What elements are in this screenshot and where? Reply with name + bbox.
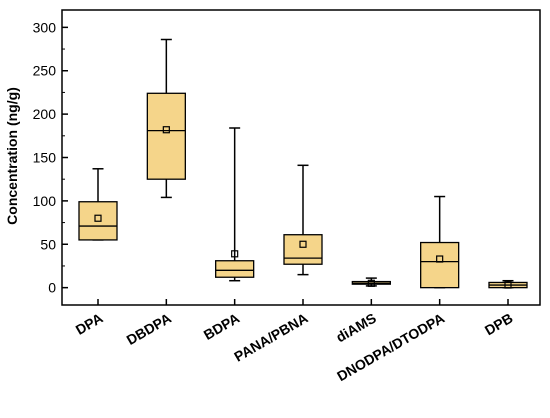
box-dbdpa <box>146 38 186 199</box>
y-tick-label: 250 <box>33 63 57 79</box>
mean-marker <box>231 250 239 258</box>
y-axis-title: Concentration (ng/g) <box>4 87 20 225</box>
box-bdpa <box>215 127 255 282</box>
mean-marker <box>94 214 102 222</box>
box-dpb <box>488 279 528 289</box>
y-tick-label: 200 <box>33 106 57 122</box>
y-tick-label: 300 <box>33 19 57 35</box>
iqr-box <box>146 92 186 180</box>
x-category-label: PANA/PBNA <box>231 310 310 365</box>
x-category-label: DPA <box>73 310 106 338</box>
x-category-label: diAMS <box>333 310 379 346</box>
mean-marker <box>367 279 375 287</box>
iqr-box <box>283 234 323 265</box>
boxes <box>78 38 528 289</box>
x-category-label: BDPA <box>201 310 242 343</box>
mean-marker <box>504 281 512 289</box>
y-tick-label: 100 <box>33 193 57 209</box>
box-dpa <box>78 168 118 241</box>
mean-marker <box>299 240 307 248</box>
y-axis: 0 50 100 150 200 250 300 <box>33 19 68 296</box>
iqr-box <box>420 241 460 289</box>
y-tick-label: 50 <box>40 236 56 252</box>
mean-marker <box>436 255 444 263</box>
mean-marker <box>162 126 170 134</box>
x-category-label: DBDPA <box>124 310 174 348</box>
box-diams <box>351 277 391 287</box>
x-category-label: DPB <box>482 310 516 339</box>
y-tick-label: 0 <box>48 280 56 296</box>
y-tick-label: 150 <box>33 150 57 166</box>
box-dnodpa-dtodpa <box>420 195 460 289</box>
iqr-box <box>215 260 255 278</box>
box-pana-pbna <box>283 164 323 276</box>
